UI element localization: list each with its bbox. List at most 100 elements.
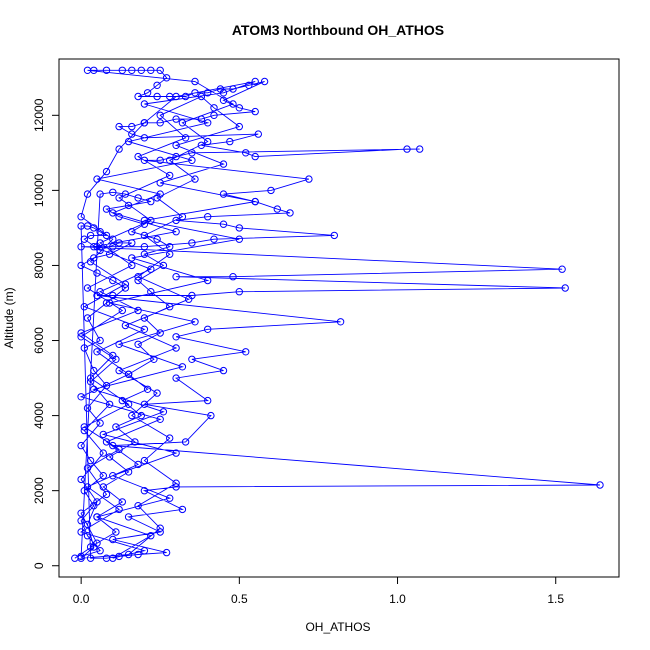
data-point	[210, 104, 218, 112]
data-point	[178, 213, 187, 221]
data-point	[166, 171, 174, 180]
data-point	[147, 66, 155, 75]
data-point	[172, 216, 180, 225]
data-point	[140, 231, 149, 240]
data-point	[140, 325, 149, 333]
data-point	[140, 243, 149, 251]
data-point	[77, 509, 85, 517]
data-point	[251, 107, 259, 116]
data-point	[191, 77, 199, 86]
data-point	[166, 494, 174, 502]
data-layer	[71, 66, 604, 562]
data-point	[188, 239, 196, 247]
data-point	[156, 111, 164, 120]
data-point	[558, 265, 566, 273]
data-point	[156, 66, 164, 75]
data-point	[77, 261, 85, 270]
data-point	[305, 175, 313, 183]
data-point	[99, 472, 108, 480]
data-point	[115, 194, 123, 202]
data-point	[90, 502, 98, 510]
data-point	[172, 449, 180, 457]
data-point	[124, 400, 133, 408]
data-point	[172, 152, 180, 161]
data-point	[210, 235, 218, 243]
data-point	[134, 273, 142, 281]
data-point	[172, 333, 180, 341]
data-point	[181, 134, 190, 142]
data-point	[191, 175, 199, 183]
chart-title: ATOM3 Northbound OH_ATHOS	[232, 22, 444, 38]
data-point	[197, 141, 206, 150]
data-point	[96, 336, 104, 345]
data-point	[134, 340, 142, 348]
data-point	[140, 547, 149, 555]
data-point	[226, 137, 234, 146]
data-point	[242, 348, 250, 356]
data-point	[105, 453, 114, 461]
data-point	[124, 550, 133, 559]
data-point	[219, 190, 228, 198]
data-point	[115, 505, 123, 514]
data-point	[178, 363, 187, 371]
data-point	[229, 100, 237, 108]
data-point	[172, 479, 180, 487]
data-point	[140, 487, 149, 495]
x-axis-label: OH_ATHOS	[305, 620, 370, 634]
data-point	[153, 194, 161, 202]
data-point	[77, 329, 85, 337]
data-point	[99, 430, 108, 439]
data-point	[181, 92, 190, 101]
data-point	[251, 77, 259, 86]
data-point	[134, 502, 142, 510]
data-point	[128, 261, 136, 270]
data-point	[181, 438, 190, 446]
data-point	[99, 483, 108, 491]
data-point	[561, 284, 569, 292]
data-point	[109, 243, 117, 251]
data-point	[156, 524, 164, 532]
data-point	[267, 186, 275, 195]
data-point	[188, 156, 196, 165]
data-point	[77, 441, 85, 450]
data-point	[219, 366, 228, 375]
data-point	[254, 130, 262, 138]
data-point	[80, 487, 89, 495]
y-tick-label: 10000	[32, 173, 46, 207]
data-point	[80, 426, 89, 435]
data-point	[416, 145, 424, 153]
data-point	[204, 325, 212, 333]
data-point	[242, 149, 250, 157]
data-point	[140, 456, 149, 465]
data-point	[137, 66, 146, 75]
data-point	[77, 475, 85, 484]
data-point	[102, 490, 111, 499]
data-point	[90, 224, 98, 232]
data-point	[80, 303, 89, 311]
data-point	[96, 419, 104, 427]
data-point	[162, 74, 171, 82]
data-point	[172, 115, 180, 123]
data-point	[109, 472, 117, 480]
data-point	[140, 156, 149, 165]
data-point	[93, 513, 101, 521]
data-point	[153, 81, 161, 90]
data-point	[229, 273, 237, 281]
data-point	[191, 89, 199, 97]
data-point	[128, 66, 136, 75]
data-point	[80, 235, 89, 243]
data-point	[140, 250, 149, 258]
data-point	[128, 122, 136, 131]
data-point	[204, 213, 212, 221]
data-point	[109, 276, 117, 285]
data-point	[140, 134, 149, 142]
data-point	[216, 85, 225, 93]
data-point	[134, 92, 142, 101]
data-point	[166, 303, 174, 311]
data-point	[251, 197, 259, 206]
data-point	[204, 276, 212, 285]
data-point	[77, 333, 85, 341]
data-point	[118, 306, 127, 315]
data-point	[162, 548, 171, 557]
data-point	[115, 239, 123, 247]
